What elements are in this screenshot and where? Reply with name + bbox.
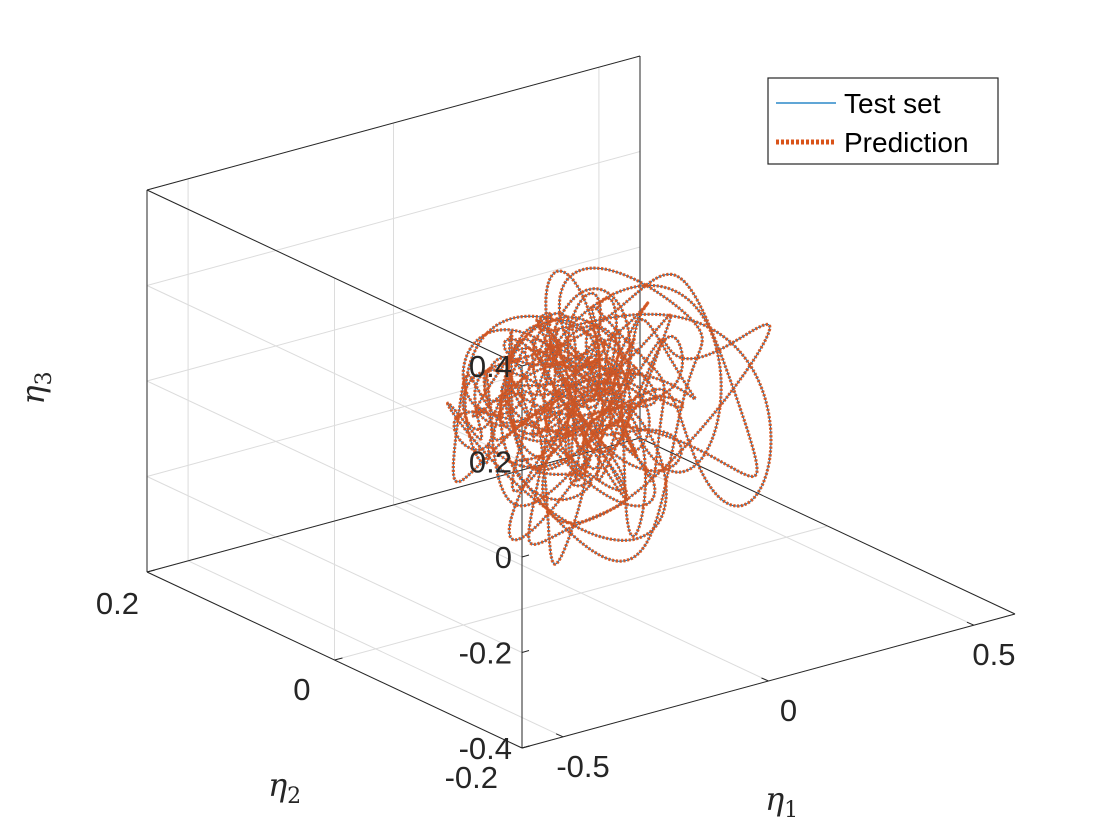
z-tick-label: -0.2 — [459, 636, 512, 671]
z-tick-2 — [521, 554, 530, 558]
legend: Test set Prediction — [767, 77, 999, 165]
z-tick-label: 0.4 — [469, 349, 512, 384]
y-tick-1 — [334, 657, 343, 661]
x-axis-label: η1 — [765, 780, 798, 823]
y-tick-label: 0.2 — [96, 586, 139, 621]
x-tick-1 — [761, 677, 769, 682]
x-tick-label: -0.5 — [556, 749, 609, 784]
legend-label-test-set: Test set — [844, 88, 941, 119]
box-edge-back-floor — [146, 437, 641, 573]
y-axis-label: η2 — [268, 766, 301, 809]
tick-marks — [146, 363, 975, 749]
box-edge-top-back — [146, 55, 641, 191]
gridline-y-floor-1 — [334, 525, 828, 661]
z-tick-label: 0 — [495, 540, 512, 575]
gridline-z-back-3 — [146, 151, 641, 286]
series-line-prediction — [446, 266, 773, 566]
axis-labels: η3 η2 η1 -0.4-0.200.20.4-0.200.2-0.500.5 — [14, 349, 1015, 823]
x-tick-label: 0.5 — [972, 637, 1015, 672]
y-tick-0 — [521, 745, 531, 749]
z-tick-label: -0.4 — [459, 731, 512, 766]
y-tick-label: -0.2 — [445, 760, 498, 795]
box-edge-right-floor — [639, 437, 1016, 615]
x-tick-label: 0 — [780, 693, 797, 728]
y-tick-2 — [146, 569, 156, 573]
z-tick-label: 0.2 — [469, 445, 512, 480]
z-axis-label: η3 — [14, 371, 57, 404]
gridline-z-side-2 — [146, 380, 523, 558]
x-tick-0 — [555, 733, 564, 738]
z-tick-1 — [521, 650, 530, 653]
x-tick-2 — [966, 621, 975, 626]
plot-area — [446, 266, 773, 566]
y-tick-label: 0 — [293, 672, 310, 707]
legend-box — [767, 77, 999, 165]
legend-label-prediction: Prediction — [844, 127, 969, 158]
box-edge-top-left — [146, 189, 523, 367]
gridline-z-side-3 — [146, 285, 523, 462]
gridline-z-back-2 — [146, 246, 641, 382]
gridline-z-side-1 — [146, 476, 523, 653]
